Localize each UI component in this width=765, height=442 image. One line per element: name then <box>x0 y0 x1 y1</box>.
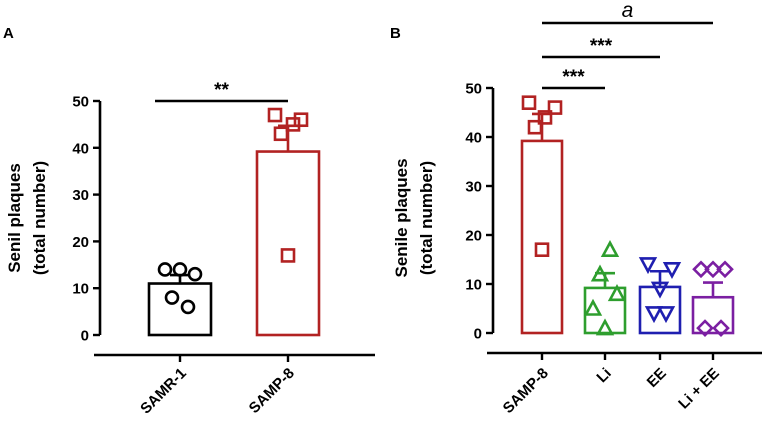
panel-b-y-tick-label: 50 <box>465 81 482 98</box>
panel-b-data-point <box>547 100 563 115</box>
panel-b-data-point <box>583 298 603 316</box>
panel-b-data-point <box>704 260 722 279</box>
panel-b-data-point <box>600 239 620 257</box>
panel-b-data-point <box>696 319 714 337</box>
panel-a-y-tick-label: 40 <box>72 140 89 157</box>
panel-b-y-tick-label: 40 <box>465 130 482 147</box>
panel-b-y-tick-label: 10 <box>465 277 482 294</box>
panel-a-data-point <box>267 107 283 123</box>
panel-a-y-label-line1: Senil plaques <box>5 163 24 273</box>
panel-b-category-label-3: EE <box>644 365 670 391</box>
panel-b-data-point <box>644 306 664 324</box>
panel-b-bar-1 <box>520 139 564 335</box>
panel-a-data-point <box>157 262 173 277</box>
panel-b-data-point <box>656 306 676 324</box>
panel-b-data-point <box>716 260 734 279</box>
panel-b-y-tick-label: 0 <box>474 326 482 343</box>
panel-a-data-point <box>180 299 196 315</box>
panel-a-data-point <box>285 117 301 132</box>
panel-a-significance-label-1: ** <box>214 80 229 101</box>
panel-a-y-tick-label: 30 <box>72 187 89 204</box>
panel-b-data-point <box>537 110 553 125</box>
panel-b-data-point <box>607 284 627 302</box>
panel-a-category-label-2: SAMP-8 <box>246 365 298 417</box>
panel-a-data-point <box>293 112 309 128</box>
panel-b-y-label-line2: (total number) <box>417 161 436 275</box>
panel-a-data-point <box>172 262 188 277</box>
panel-a-y-tick-label: 50 <box>72 94 89 111</box>
panel-a-chart: A Senil plaques (total number) 0 10 20 30 40… <box>3 25 375 417</box>
panel-a-data-point <box>164 290 180 305</box>
panel-b-significance-label-3: a <box>622 0 634 22</box>
panel-b-significance-label-1: *** <box>562 67 585 88</box>
panel-a-bar-2 <box>255 150 321 337</box>
panel-a-category-label-1: SAMR-1 <box>137 365 190 418</box>
panel-b-data-point <box>638 257 658 275</box>
panel-a-y-label-line2: (total number) <box>30 161 49 275</box>
panel-b-data-point <box>650 281 670 299</box>
panel-b-category-label-1: SAMP-8 <box>500 365 552 417</box>
panel-b-y-tick-label: 30 <box>465 179 482 196</box>
panel-b-data-point <box>527 119 543 135</box>
panel-b-data-point <box>521 95 537 110</box>
panel-b-bar-2 <box>583 286 627 335</box>
panel-a-bar-1 <box>147 282 213 337</box>
panel-b-label: B <box>390 25 401 42</box>
panel-b-y-label-line1: Senile plaques <box>392 158 411 277</box>
panel-a-y-tick-label: 20 <box>72 234 89 251</box>
panel-b-category-label-4: Li + EE <box>675 365 723 413</box>
panel-b-data-point <box>534 242 550 257</box>
panel-a-data-point <box>273 126 289 142</box>
panel-a-y-axis-label: Senil plaques (total number) <box>5 161 49 275</box>
panel-b-significance-label-2: *** <box>590 36 613 57</box>
panel-b-data-point <box>692 260 710 279</box>
panel-a-data-point <box>187 266 203 282</box>
panel-b-chart: B Senile plaques (total number) 0 10 20 30 4… <box>390 0 762 417</box>
panel-b-data-point <box>590 264 610 282</box>
panel-b-data-point <box>712 319 730 337</box>
panel-a-data-point <box>280 248 296 263</box>
panel-b-data-point <box>595 318 615 336</box>
panel-a-y-tick-label: 0 <box>81 328 89 345</box>
panel-a-y-tick-label: 10 <box>72 281 89 298</box>
panel-b-y-tick-label: 20 <box>465 228 482 245</box>
panel-b-data-point <box>662 261 682 280</box>
panel-b-category-label-2: Li <box>593 365 614 386</box>
panel-a-label: A <box>3 25 14 42</box>
panel-b-y-axis-label: Senile plaques (total number) <box>392 158 436 277</box>
